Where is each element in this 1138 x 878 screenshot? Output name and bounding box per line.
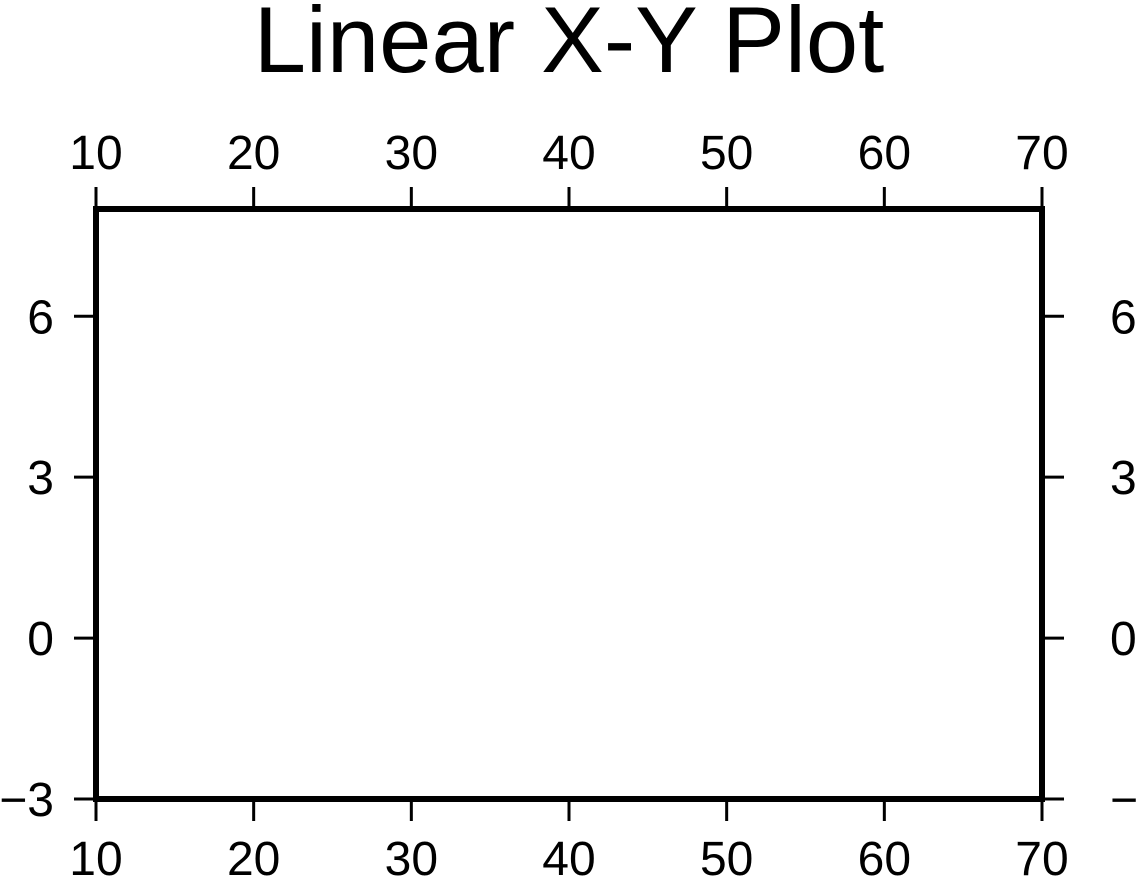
y-tick-label-left: −3: [0, 774, 54, 827]
x-tick-label-top: 40: [542, 127, 595, 180]
plot-frame: [93, 206, 1045, 802]
x-axis-bottom: 10 20 30 40 50 60 70: [69, 799, 1069, 878]
y-axis-right: −3 0 3 6: [1042, 291, 1138, 827]
x-tick-label-bottom: 10: [69, 833, 122, 878]
x-tick-label-bottom: 60: [858, 833, 911, 878]
x-tick-label-bottom: 50: [700, 833, 753, 878]
y-tick-label-left: 3: [27, 452, 54, 505]
x-tick-label-top: 70: [1015, 127, 1068, 180]
x-tick-label-bottom: 30: [385, 833, 438, 878]
y-tick-label-right: 3: [1110, 452, 1137, 505]
y-tick-label-right: 0: [1110, 613, 1137, 666]
x-tick-label-bottom: 40: [542, 833, 595, 878]
x-tick-label-top: 10: [69, 127, 122, 180]
y-tick-label-right: −3: [1110, 774, 1138, 827]
y-tick-label-right: 6: [1110, 291, 1137, 344]
x-tick-label-top: 60: [858, 127, 911, 180]
x-tick-label-bottom: 20: [227, 833, 280, 878]
x-tick-label-top: 30: [385, 127, 438, 180]
y-tick-label-left: 0: [27, 613, 54, 666]
x-tick-label-bottom: 70: [1015, 833, 1068, 878]
x-axis-top: 10 20 30 40 50 60 70: [69, 127, 1069, 209]
y-axis-left: −3 0 3 6: [0, 291, 96, 827]
x-tick-label-top: 50: [700, 127, 753, 180]
x-tick-label-top: 20: [227, 127, 280, 180]
y-tick-label-left: 6: [27, 291, 54, 344]
chart-title: Linear X-Y Plot: [254, 0, 885, 92]
